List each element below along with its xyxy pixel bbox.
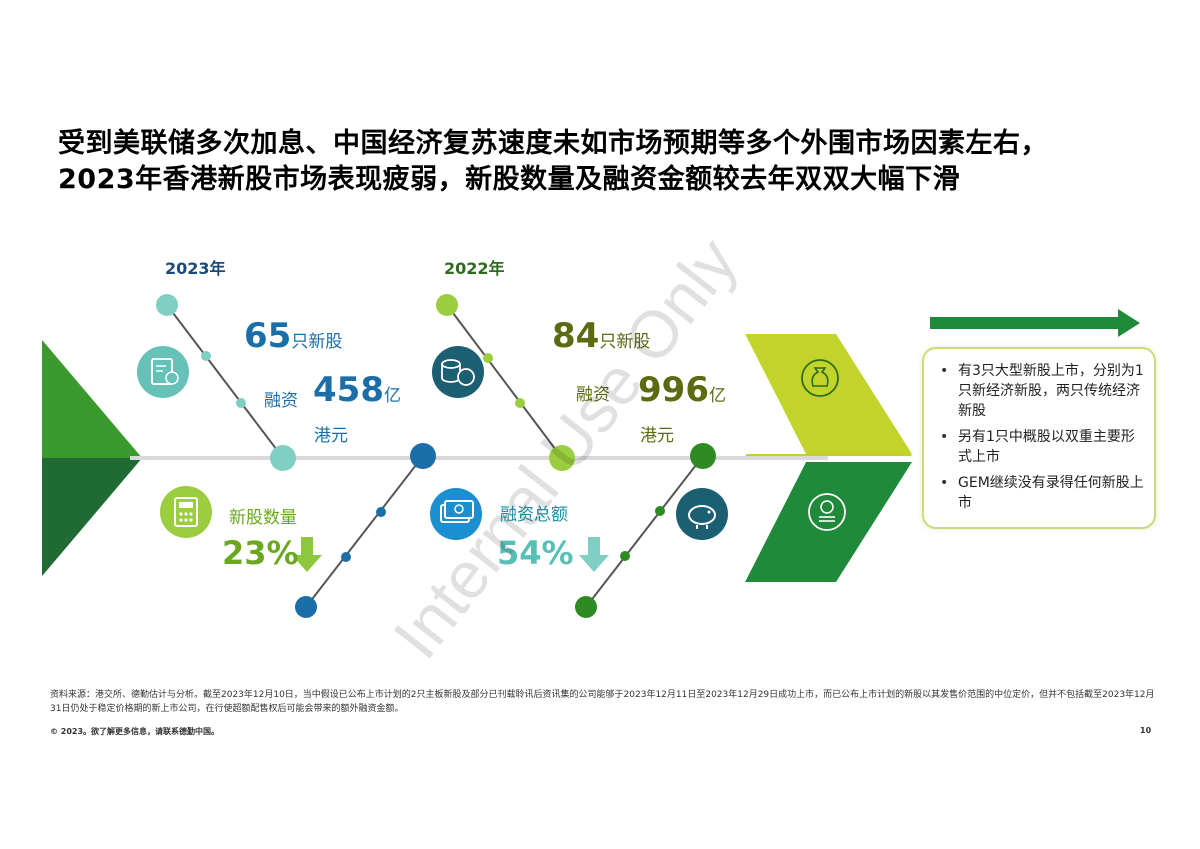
page-number: 10 (1140, 726, 1152, 735)
fund-currency-2022: 港元 (640, 426, 674, 446)
count-change-label: 新股数量 (229, 508, 297, 528)
title-line-1: 受到美联储多次加息、中国经济复苏速度未如市场预期等多个外围市场因素左右， (58, 128, 1048, 159)
note-item: 另有1只中概股以双重主要形式上市 (940, 427, 1144, 467)
coins-icon (432, 346, 484, 398)
title-line-2: 2023年香港新股市场表现疲弱，新股数量及融资金额较去年双双大幅下滑 (58, 164, 961, 195)
amount-change-label: 融资总额 (500, 505, 568, 525)
fund-label-2023: 融资 (264, 391, 298, 411)
source-note: 资料来源：港交所、德勤估计与分析。截至2023年12月10日，当中假设已公布上市… (50, 690, 1155, 714)
ipo-count-2023: 65只新股 (244, 316, 343, 356)
notes-box: 有3只大型新股上市，分别为1只新经济新股，两只传统经济新股 另有1只中概股以双重… (922, 347, 1156, 529)
money-bag-icon (801, 359, 839, 397)
document-coin-icon (137, 346, 189, 398)
right-arrow-icon (930, 309, 1140, 337)
banknote-icon (430, 488, 482, 540)
year-2022-label: 2022年 (444, 259, 505, 278)
ipo-count-2022: 84只新股 (552, 316, 651, 356)
calculator-icon (160, 486, 212, 538)
down-arrow-icon (292, 537, 322, 572)
down-arrow-icon (579, 537, 609, 572)
amount-change-pct: 54% (497, 534, 574, 572)
fund-value-2022: 996亿 (638, 370, 726, 410)
count-change-pct: 23% (222, 534, 299, 572)
chevron-bottom (745, 462, 912, 582)
fund-currency-2023: 港元 (314, 426, 348, 446)
page-title: 受到美联储多次加息、中国经济复苏速度未如市场预期等多个外围市场因素左右， 202… (58, 126, 1158, 198)
coin-stack-icon (808, 493, 846, 531)
piggy-bank-icon (676, 488, 728, 540)
note-item: 有3只大型新股上市，分别为1只新经济新股，两只传统经济新股 (940, 361, 1144, 421)
year-2023-label: 2023年 (165, 259, 226, 278)
notes-list: 有3只大型新股上市，分别为1只新经济新股，两只传统经济新股 另有1只中概股以双重… (924, 361, 1154, 513)
note-item: GEM继续没有录得任何新股上市 (940, 473, 1144, 513)
fund-label-2022: 融资 (576, 385, 610, 405)
fund-value-2023: 458亿 (313, 370, 401, 410)
copyright: © 2023。欲了解更多信息，请联系德勤中国。 (50, 727, 220, 736)
